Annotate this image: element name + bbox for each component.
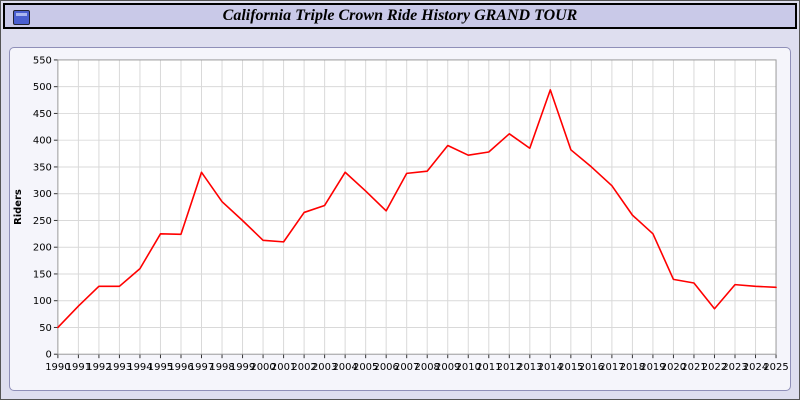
x-tick-label: 1994 (127, 362, 152, 373)
x-tick-label: 2025 (763, 362, 788, 373)
x-tick-label: 2011 (476, 362, 501, 373)
x-tick-label: 1998 (209, 362, 234, 373)
y-tick-label: 100 (33, 296, 52, 307)
x-tick-label: 2021 (681, 362, 706, 373)
x-tick-label: 1993 (107, 362, 132, 373)
x-tick-label: 1992 (86, 362, 111, 373)
x-tick-label: 2019 (640, 362, 665, 373)
x-tick-label: 2005 (353, 362, 378, 373)
y-tick-label: 550 (33, 55, 52, 66)
y-tick-label: 450 (33, 109, 52, 120)
x-tick-label: 2012 (497, 362, 522, 373)
x-tick-label: 2000 (250, 362, 275, 373)
x-tick-label: 2007 (394, 362, 419, 373)
x-tick-label: 2016 (579, 362, 604, 373)
ride-history-line-chart: 0501001502002503003504004505005501990199… (13, 55, 789, 373)
title-bar: California Triple Crown Ride History GRA… (3, 3, 797, 29)
x-tick-label: 2017 (599, 362, 624, 373)
x-tick-label: 2004 (332, 362, 357, 373)
x-tick-label: 1996 (168, 362, 193, 373)
x-tick-label: 1995 (148, 362, 173, 373)
x-tick-label: 2014 (538, 362, 563, 373)
x-tick-label: 2010 (456, 362, 481, 373)
x-tick-label: 2008 (415, 362, 440, 373)
plot-area (57, 59, 777, 355)
page-title: California Triple Crown Ride History GRA… (222, 7, 578, 24)
x-tick-label: 2003 (312, 362, 337, 373)
y-tick-label: 200 (33, 243, 52, 254)
y-tick-label: 500 (33, 82, 52, 93)
x-tick-label: 2020 (661, 362, 686, 373)
chart-panel: 0 50 100 150 200 250 300 350 400 450 500 550 1990 199… (9, 47, 791, 391)
x-tick-label: 1999 (230, 362, 255, 373)
x-tick-label: 1997 (189, 362, 214, 373)
x-tick-label: 2015 (558, 362, 583, 373)
x-tick-label: 2013 (517, 362, 542, 373)
x-tick-label: 2009 (435, 362, 460, 373)
x-tick-label: 2001 (271, 362, 296, 373)
y-tick-label: 50 (39, 323, 52, 334)
y-tick-label: 350 (33, 162, 52, 173)
app-window-icon (13, 10, 30, 25)
x-tick-label: 2002 (291, 362, 316, 373)
y-tick-label: 300 (33, 189, 52, 200)
x-tick-label: 1990 (45, 362, 70, 373)
x-tick-label: 2022 (702, 362, 727, 373)
y-tick-label: 0 (46, 350, 52, 361)
y-tick-label: 250 (33, 216, 52, 227)
x-tick-label: 2018 (620, 362, 645, 373)
y-tick-label: 400 (33, 136, 52, 147)
x-tick-label: 1991 (66, 362, 91, 373)
x-tick-label: 2006 (374, 362, 399, 373)
y-axis-title: Riders (13, 189, 24, 225)
y-tick-label: 150 (33, 269, 52, 280)
x-tick-label: 2024 (743, 362, 768, 373)
series-line-riders (57, 89, 777, 329)
x-tick-label: 2023 (722, 362, 747, 373)
